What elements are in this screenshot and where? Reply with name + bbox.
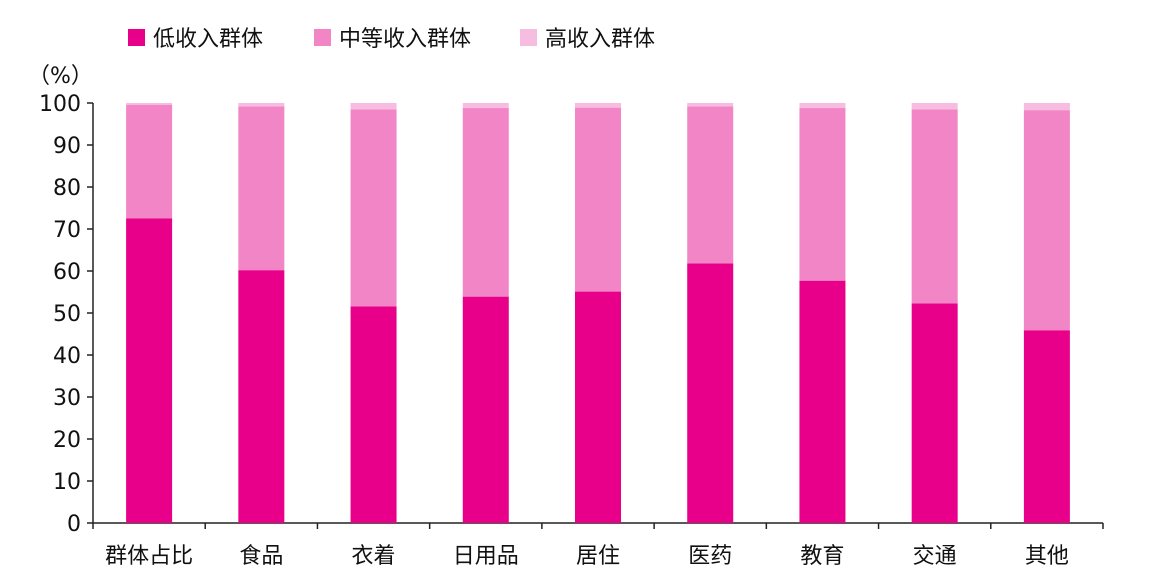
legend: 低收入群体 中等收入群体 高收入群体 xyxy=(128,27,655,52)
bar-segment xyxy=(238,103,285,107)
bar-segment xyxy=(126,104,173,219)
legend-item: 高收入群体 xyxy=(520,27,655,52)
bar-segment xyxy=(687,106,734,264)
legend-label: 高收入群体 xyxy=(545,27,655,52)
bar-segment xyxy=(687,103,734,107)
bar-segment xyxy=(126,218,173,523)
y-tick-label: 50 xyxy=(53,302,81,327)
bar-segment xyxy=(1023,110,1070,331)
bar-segment xyxy=(350,103,397,110)
bar-segment xyxy=(1023,330,1070,523)
bar-segment xyxy=(575,107,621,292)
bar-segment xyxy=(126,103,173,105)
bar-segment xyxy=(350,306,397,523)
bar-stack xyxy=(911,103,958,523)
bar-segment xyxy=(238,270,285,523)
bar-segment xyxy=(575,291,621,523)
y-tick-label: 30 xyxy=(53,386,81,411)
bar-segment xyxy=(462,296,509,523)
y-tick-label: 70 xyxy=(53,218,81,243)
bar-segment xyxy=(911,103,958,110)
bar-segment xyxy=(350,109,397,307)
y-tick-label: 40 xyxy=(53,344,81,369)
x-tick-label: 食品 xyxy=(239,544,283,569)
legend-label: 中等收入群体 xyxy=(339,27,471,52)
bar-segment xyxy=(238,106,285,271)
legend-swatch xyxy=(128,29,145,46)
bar-stack xyxy=(1023,103,1070,523)
bar-segment xyxy=(799,108,846,281)
bar-segment xyxy=(462,103,509,109)
x-tick-label: 衣着 xyxy=(352,544,396,569)
x-tick-label: 居住 xyxy=(576,544,620,569)
legend-item: 低收入群体 xyxy=(128,27,263,52)
legend-label: 低收入群体 xyxy=(153,27,263,52)
bar-segment xyxy=(575,103,621,108)
bar-segment xyxy=(687,263,734,523)
x-tick-label: 教育 xyxy=(800,544,844,569)
y-tick-label: 10 xyxy=(53,470,81,495)
legend-swatch xyxy=(520,29,537,46)
y-axis: 0 10 20 30 40 50 60 70 80 90 100 xyxy=(39,92,94,537)
x-axis: 群体占比 食品 衣着 日用品 居住 医药 教育 交通 其他 xyxy=(92,522,1104,569)
bar-segment xyxy=(462,108,509,297)
bar-segment xyxy=(1023,103,1070,111)
bar-stack xyxy=(126,103,173,523)
bar-segment xyxy=(799,103,846,109)
bar-stack xyxy=(350,103,397,523)
bar-segment xyxy=(911,303,958,523)
y-tick-label: 100 xyxy=(39,92,81,117)
bar-segment xyxy=(911,109,958,304)
y-tick-label: 90 xyxy=(53,134,81,159)
bar-stack xyxy=(575,103,621,523)
y-axis-unit-label: （%） xyxy=(28,64,93,89)
x-tick-label: 交通 xyxy=(913,544,957,569)
legend-swatch xyxy=(314,29,331,46)
bar-stack xyxy=(799,103,846,523)
legend-item: 中等收入群体 xyxy=(314,27,471,52)
bar-segment xyxy=(799,280,846,523)
x-tick-label: 医药 xyxy=(688,544,732,569)
bar-stack xyxy=(687,103,734,523)
bar-stack xyxy=(238,103,285,523)
bars xyxy=(126,103,1070,523)
y-tick-label: 60 xyxy=(53,260,81,285)
y-tick-label: 20 xyxy=(53,428,81,453)
y-tick-label: 80 xyxy=(53,176,81,201)
x-tick-label: 其他 xyxy=(1025,544,1069,569)
y-tick-label: 0 xyxy=(67,512,81,537)
x-tick-label: 日用品 xyxy=(453,544,519,569)
bar-stack xyxy=(462,103,509,523)
x-tick-label: 群体占比 xyxy=(105,544,193,569)
